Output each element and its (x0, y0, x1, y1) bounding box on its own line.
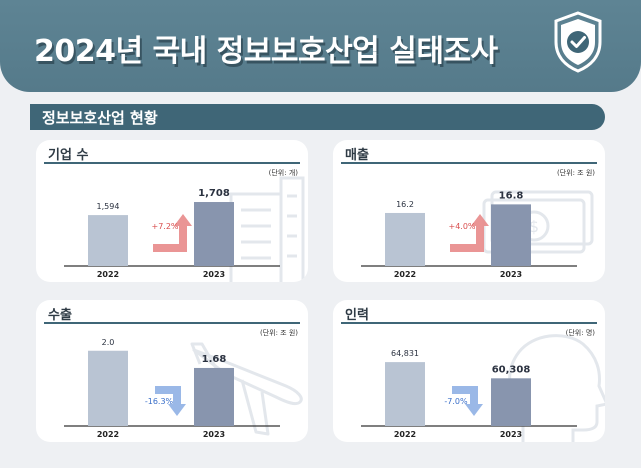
shield-check-icon (554, 11, 602, 73)
tick-label: 2023 (203, 270, 225, 279)
bar-2022 (88, 215, 128, 266)
bar-chart: 64,831 2022 60,308 2023 -7.0% (361, 349, 577, 439)
unit-label: (단위: 명) (565, 329, 595, 337)
change-label: +7.2% (151, 222, 178, 231)
tick-label: 2022 (97, 270, 119, 279)
card-title-underline (44, 162, 300, 164)
unit-label: (단위: 조 원) (259, 329, 298, 337)
card-title: 기업 수 (48, 148, 89, 163)
decrease-arrow-icon (155, 386, 186, 416)
unit-label: (단위: 조 원) (556, 169, 595, 177)
data-label: 64,831 (391, 349, 419, 358)
bar-2023 (194, 202, 234, 266)
increase-arrow-icon (153, 214, 192, 252)
bar-2022 (385, 362, 425, 426)
change-label: -16.3% (145, 397, 174, 406)
data-label: 2.0 (102, 338, 115, 347)
header-banner (0, 0, 641, 92)
bar-2022 (385, 212, 425, 266)
bar-2023 (491, 204, 531, 266)
card-workforce: 인력 (단위: 명) 64,831 2022 60,308 2023 -7.0% (333, 300, 605, 442)
page-title: 2024년 국내 정보보호산업 실태조사 (34, 34, 498, 69)
data-label: 16.8 (499, 190, 524, 201)
svg-text:$: $ (529, 217, 539, 236)
tick-label: 2022 (97, 430, 119, 439)
change-label: +4.0% (448, 222, 475, 231)
card-title-underline (341, 162, 597, 164)
card-companies: 기업 수 (단위: 개) 1,594 2022 1,708 2023 +7.2% (36, 140, 308, 282)
tick-label: 2023 (500, 430, 522, 439)
data-label: 16.2 (396, 200, 414, 209)
section-title: 정보보호산업 현황 (42, 109, 158, 127)
data-label: 1,708 (198, 188, 230, 199)
tick-label: 2023 (500, 270, 522, 279)
bar-2023 (194, 367, 234, 426)
tick-label: 2022 (394, 270, 416, 279)
section-header-bar (30, 104, 605, 130)
card-title: 인력 (345, 308, 369, 323)
tick-label: 2022 (394, 430, 416, 439)
card-sales: $ 매출 (단위: 조 원) 16.2 2022 16.8 2023 +4.0% (333, 140, 605, 282)
decrease-arrow-icon (452, 386, 483, 416)
bar-chart: 1,594 2022 1,708 2023 +7.2% (64, 188, 280, 279)
bar-chart: 2.0 2022 1.68 2023 -16.3% (64, 338, 280, 439)
data-label: 1,594 (97, 202, 120, 211)
unit-label: (단위: 개) (268, 169, 298, 177)
person-head-icon (508, 334, 605, 442)
card-title-underline (341, 322, 597, 324)
card-title: 수출 (48, 308, 72, 323)
data-label: 1.68 (202, 354, 227, 365)
bar-2022 (88, 350, 128, 426)
card-title: 매출 (345, 148, 369, 163)
bar-2023 (491, 378, 531, 426)
tick-label: 2023 (203, 430, 225, 439)
increase-arrow-icon (450, 214, 489, 252)
change-label: -7.0% (444, 397, 468, 406)
airplane-icon (190, 342, 303, 436)
card-title-underline (44, 322, 300, 324)
card-exports: 수출 (단위: 조 원) 2.0 2022 1.68 2023 -16.3% (36, 300, 308, 442)
data-label: 60,308 (492, 364, 531, 375)
bar-chart: 16.2 2022 16.8 2023 +4.0% (361, 190, 577, 279)
